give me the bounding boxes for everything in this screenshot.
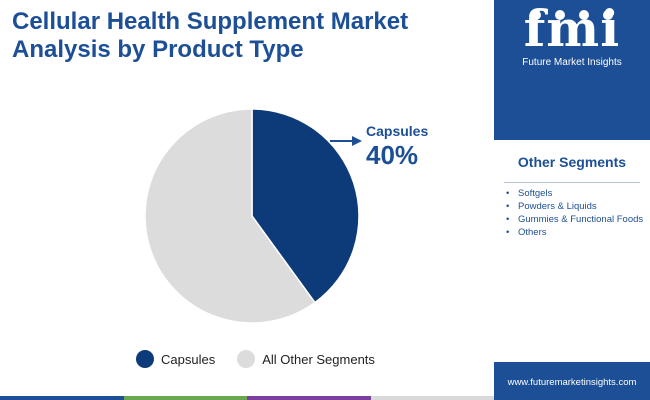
legend-label-capsules: Capsules <box>161 351 216 367</box>
logo-icons <box>531 10 613 20</box>
logo-wordmark: fmi <box>523 0 621 58</box>
list-item: Others <box>506 226 646 239</box>
right-panel: fmi Future Market Insights Other Segment… <box>494 0 650 400</box>
list-item: Softgels <box>506 187 646 200</box>
pie-chart <box>144 108 362 324</box>
list-item: Gummies & Functional Foods <box>506 213 646 226</box>
legend-item-other: All Other Segments <box>237 350 375 368</box>
title-line-2: Analysis by Product Type <box>12 36 304 63</box>
legend-swatch-capsules <box>136 350 154 368</box>
bottom-color-bar <box>0 396 494 400</box>
callout-value: 40% <box>366 140 419 170</box>
pie-slice-capsules <box>251 108 360 304</box>
bar-segment-blue <box>0 396 124 400</box>
pie-slices <box>144 108 360 324</box>
chart-legend: Capsules All Other Segments <box>136 349 397 369</box>
callout-arrow <box>330 136 362 146</box>
fmi-logo: fmi Future Market Insights <box>494 0 650 75</box>
bar-segment-green <box>123 396 247 400</box>
other-segments-box: Other Segments Softgels Powders & Liquid… <box>494 140 650 362</box>
pie-slice-all-other-segments <box>144 108 316 324</box>
legend-label-other: All Other Segments <box>262 351 375 367</box>
other-segments-heading: Other Segments <box>517 154 627 170</box>
legend-item-capsules: Capsules <box>136 350 215 368</box>
website-link[interactable]: www.futuremarketinsights.com <box>507 377 637 388</box>
page-title: Cellular Health Supplement Market Analys… <box>12 8 482 64</box>
bar-segment-grey <box>370 396 494 400</box>
bar-segment-purple <box>247 396 371 400</box>
logo-tagline: Future Market Insights <box>522 57 622 68</box>
legend-swatch-other <box>237 350 256 368</box>
list-item: Powders & Liquids <box>506 200 646 213</box>
other-segments-list: Softgels Powders & Liquids Gummies & Fun… <box>506 187 646 239</box>
callout-label: Capsules <box>366 123 429 139</box>
divider <box>504 182 640 183</box>
title-line-1: Cellular Health Supplement Market <box>12 8 409 35</box>
